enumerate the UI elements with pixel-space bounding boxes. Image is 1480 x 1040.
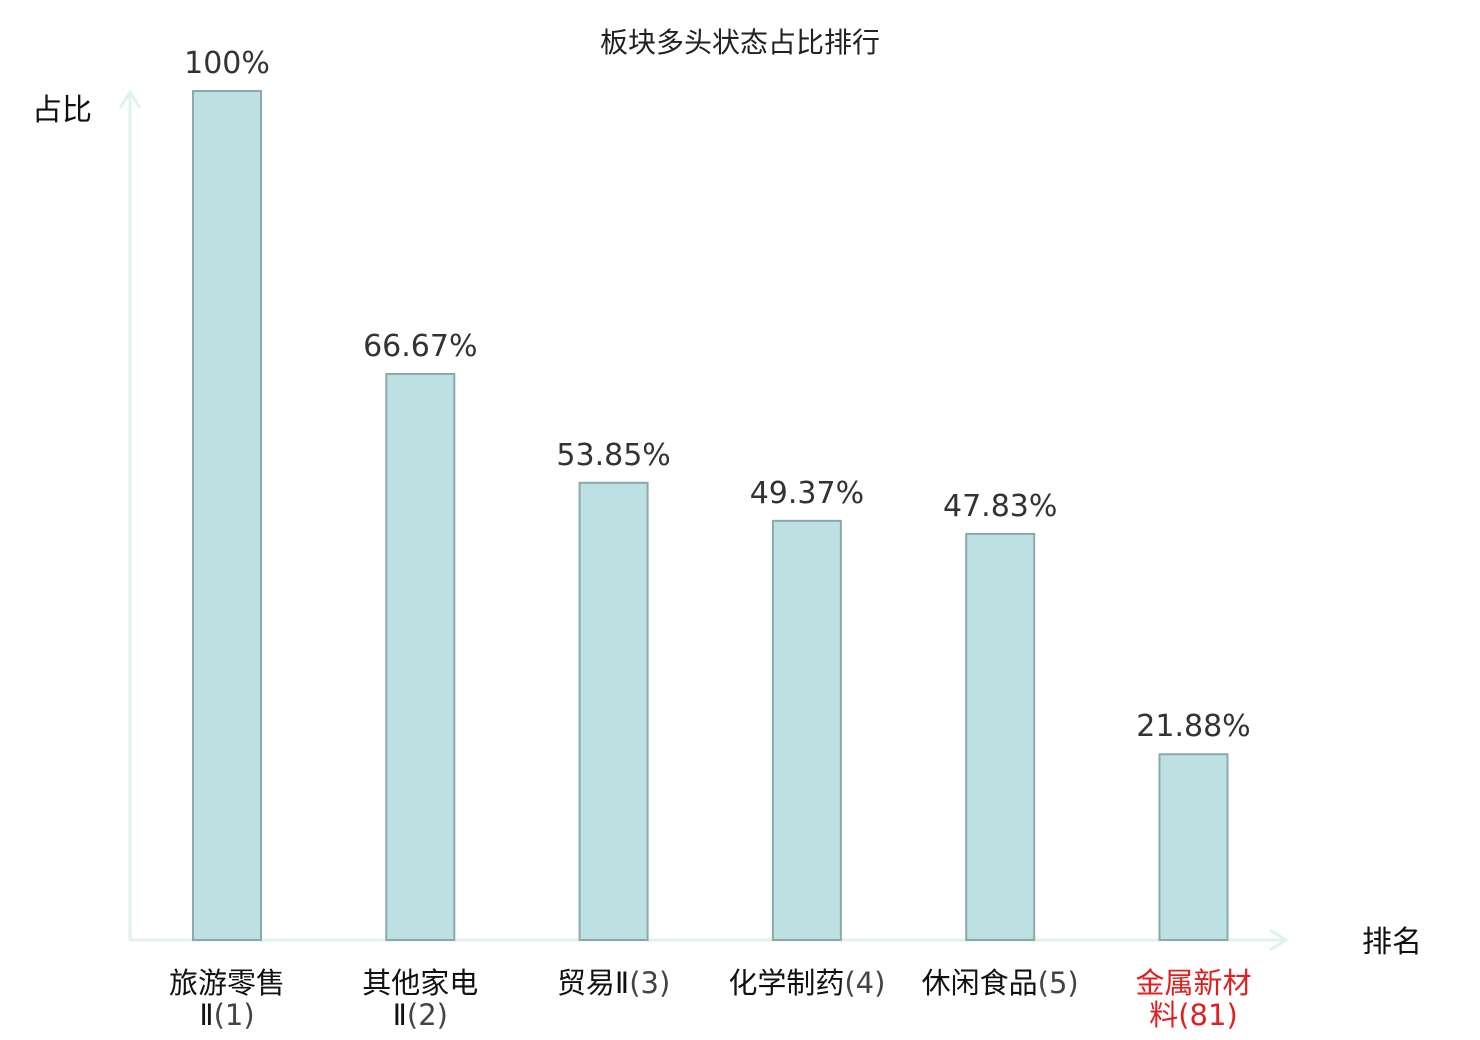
category-rank: (3): [629, 966, 670, 1000]
category-rank: (2): [407, 998, 448, 1032]
value-labels-group: 100% 66.67% 53.85% 49.37% 47.83% 21.88%: [184, 46, 1251, 744]
category-rank: (4): [844, 966, 885, 1000]
category-name-line: 休闲食品: [922, 966, 1038, 1000]
value-label-3: 53.85%: [556, 438, 670, 473]
chart-title: 板块多头状态占比排行: [600, 26, 880, 59]
category-name-line: 其他家电: [362, 966, 478, 1000]
category-name-line: Ⅱ: [199, 998, 213, 1032]
bar-4: [771, 519, 842, 941]
category-rank: (81): [1178, 998, 1238, 1032]
category-name-line: Ⅱ: [393, 998, 407, 1032]
category-name-line: 料: [1149, 998, 1178, 1032]
category-label-4: 化学制药(4): [728, 966, 885, 1000]
category-label-3: 贸易Ⅱ(3): [557, 966, 670, 1000]
category-name-line: 化学制药: [728, 966, 844, 1000]
value-label-1: 100%: [184, 46, 270, 81]
category-rank: (5): [1038, 966, 1079, 1000]
category-labels-group: 旅游零售 Ⅱ(1)其他家电 Ⅱ(2)贸易Ⅱ(3) 化学制药(4) 休闲食品(5) 金属新材…: [169, 966, 1252, 1032]
x-axis-label: 排名: [1362, 925, 1422, 960]
category-rank: (1): [214, 998, 255, 1032]
category-name-line: 旅游零售: [169, 966, 285, 1000]
bar-6: [1158, 753, 1229, 941]
category-name-line: 贸易Ⅱ: [557, 966, 629, 1000]
bar-5: [965, 532, 1036, 941]
value-label-4: 49.37%: [750, 476, 864, 511]
category-label-1: 旅游零售 Ⅱ(1): [169, 966, 285, 1032]
category-label-5: 休闲食品(5): [922, 966, 1079, 1000]
bars-group: [192, 90, 1229, 942]
value-label-5: 47.83%: [943, 489, 1057, 524]
x-axis-arrow-icon: [1269, 928, 1289, 952]
axes: [118, 89, 1289, 952]
value-label-6: 21.88%: [1136, 709, 1250, 744]
bar-1: [192, 90, 262, 941]
category-label-6: 金属新材料(81): [1135, 966, 1251, 1032]
y-axis-arrow-icon: [118, 89, 142, 109]
bar-3: [578, 481, 649, 941]
category-name-line: 金属新材: [1135, 966, 1251, 1000]
bar-2: [385, 372, 456, 942]
value-label-2: 66.67%: [363, 329, 477, 364]
category-label-2: 其他家电 Ⅱ(2): [362, 966, 478, 1032]
y-axis-label: 占比: [32, 93, 92, 128]
